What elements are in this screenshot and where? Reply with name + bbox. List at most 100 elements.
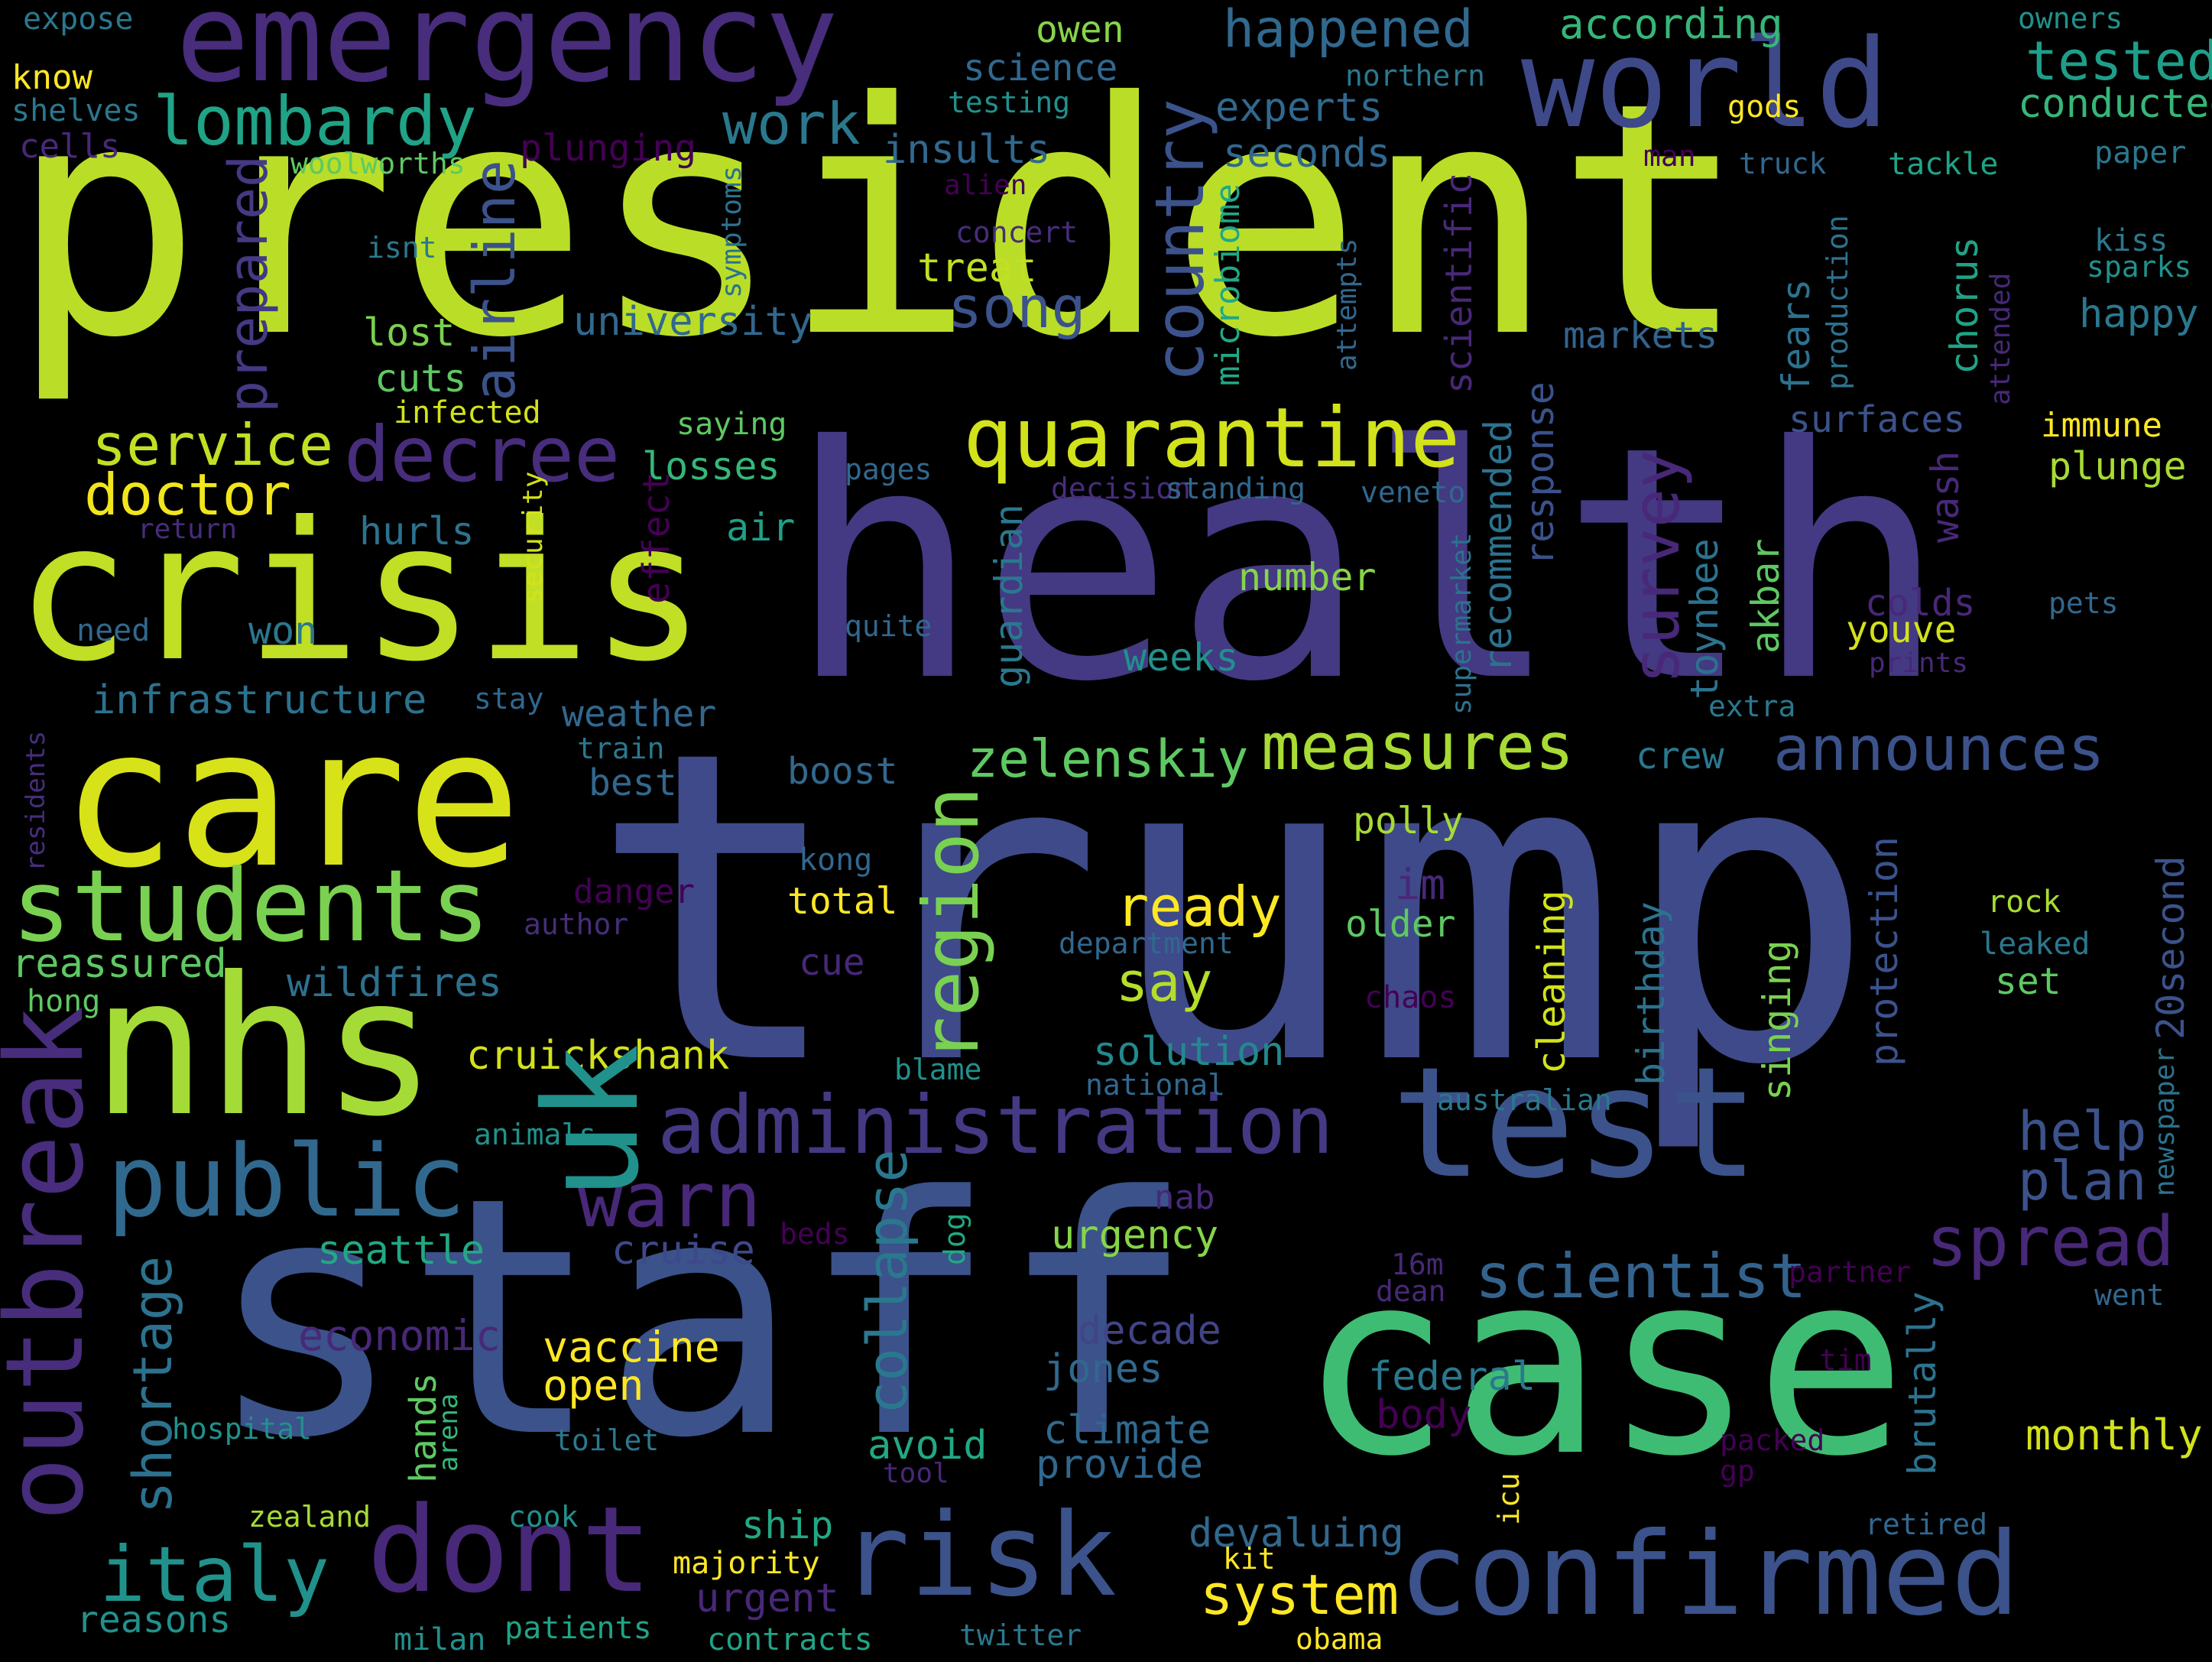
word-pets: pets (2048, 586, 2119, 620)
word-blame: blame (894, 1053, 982, 1086)
word-plunging: plunging (520, 127, 697, 170)
word-seconds: seconds (1223, 131, 1391, 177)
word-infected: infected (394, 395, 541, 430)
word-danger: danger (573, 872, 695, 911)
word-outbreak: outbreak (0, 1005, 108, 1521)
word-uk: uk (517, 1044, 668, 1200)
word-wildfires: wildfires (287, 960, 502, 1006)
word-paper: paper (2094, 135, 2187, 170)
word-reassured: reassured (11, 941, 227, 987)
word-dean: dean (1376, 1274, 1446, 1308)
word-dont: dont (367, 1481, 653, 1619)
word-chaos: chaos (1364, 980, 1457, 1015)
word-survey: survey (1619, 449, 1695, 684)
word-saying: saying (676, 407, 787, 442)
word-shelves: shelves (11, 93, 141, 128)
word-prepared: prepared (217, 154, 280, 413)
word-won: won (248, 609, 318, 653)
word-help: help (2018, 1100, 2147, 1163)
word-body: body (1376, 1392, 1472, 1438)
word-toilet: toilet (554, 1423, 660, 1457)
word-quite: quite (845, 609, 932, 643)
word-owen: owen (1036, 8, 1124, 51)
word-isnt: isnt (367, 231, 437, 265)
word-ship: ship (741, 1503, 834, 1547)
word-measures: measures (1261, 709, 1575, 785)
word-care: care (61, 687, 522, 910)
word-vaccine: vaccine (543, 1323, 720, 1371)
word-trump: trump (589, 661, 1877, 1159)
word-system: system (1200, 1563, 1400, 1627)
word-retired: retired (1865, 1508, 1988, 1541)
word-im: im (1395, 860, 1446, 909)
word-icu: icu (1492, 1472, 1526, 1525)
word-hong: hong (27, 984, 101, 1019)
word-ready: ready (1116, 875, 1282, 939)
word-total: total (787, 880, 898, 923)
word-extra: extra (1708, 690, 1796, 723)
word-set: set (1995, 960, 2061, 1003)
word-contracts: contracts (707, 1622, 873, 1657)
word-effect: effect (635, 471, 678, 604)
word-zealand: zealand (248, 1500, 371, 1534)
word-expose: expose (23, 2, 134, 37)
word-akbar: akbar (1743, 538, 1788, 654)
word-nab: nab (1154, 1178, 1215, 1217)
word-solution: solution (1093, 1029, 1285, 1075)
word-monthly: monthly (2026, 1410, 2203, 1459)
word-author: author (524, 907, 629, 941)
word-happy: happy (2079, 291, 2199, 337)
word-insults: insults (883, 127, 1051, 173)
word-confirmed: confirmed (1399, 1508, 2020, 1641)
word-boost: boost (787, 750, 898, 793)
word-production: production (1821, 215, 1854, 390)
word-reasons: reasons (76, 1599, 232, 1641)
word-recommended: recommended (1476, 419, 1520, 673)
word-number: number (1238, 555, 1377, 599)
word-milan: milan (394, 1622, 486, 1657)
word-arena: arena (433, 1393, 464, 1472)
word-chorus: chorus (1942, 236, 1987, 375)
word-surfaces: surfaces (1789, 398, 1966, 441)
word-emergency: emergency (176, 0, 838, 109)
word-cuts: cuts (375, 356, 467, 401)
word-lombardy: lombardy (153, 82, 477, 161)
word-provide: provide (1036, 1442, 1204, 1488)
word-doctor: doctor (84, 461, 291, 528)
word-students: students (11, 848, 491, 964)
word-decision: decision (1051, 472, 1192, 505)
word-rock: rock (1987, 885, 2061, 920)
word-song: song (948, 274, 1086, 341)
word-according: according (1559, 0, 1783, 48)
word-public: public (107, 1123, 466, 1239)
word-truck: truck (1739, 147, 1827, 180)
word-open: open (543, 1361, 644, 1410)
word-leaked: leaked (1980, 927, 2090, 962)
word-quarantine: quarantine (963, 391, 1461, 486)
word-obama: obama (1296, 1622, 1383, 1656)
word-attended: attended (1985, 272, 2016, 405)
word-air: air (726, 505, 796, 550)
word-man: man (1643, 139, 1696, 173)
word-country: country (1140, 99, 1219, 382)
word-tool: tool (883, 1458, 949, 1489)
word-beds: beds (780, 1217, 850, 1251)
word-announces: announces (1773, 713, 2105, 784)
word-majority: majority (673, 1546, 820, 1581)
word-supermarket: supermarket (1446, 532, 1477, 715)
word-need: need (76, 613, 151, 648)
word-urgency: urgency (1051, 1212, 1219, 1258)
word-fears: fears (1774, 278, 1818, 394)
word-train: train (577, 732, 665, 765)
word-test: test (1391, 1034, 1760, 1212)
word-federal: federal (1368, 1354, 1536, 1400)
word-case: case (1299, 1218, 1907, 1511)
word-avoid: avoid (868, 1423, 988, 1469)
word-singing: singing (1755, 940, 1799, 1101)
word-urgent: urgent (696, 1576, 839, 1621)
word-national: national (1085, 1068, 1226, 1102)
word-kit: kit (1223, 1542, 1276, 1576)
word-symptoms: symptoms (716, 165, 748, 298)
word-sparks: sparks (2087, 250, 2192, 284)
